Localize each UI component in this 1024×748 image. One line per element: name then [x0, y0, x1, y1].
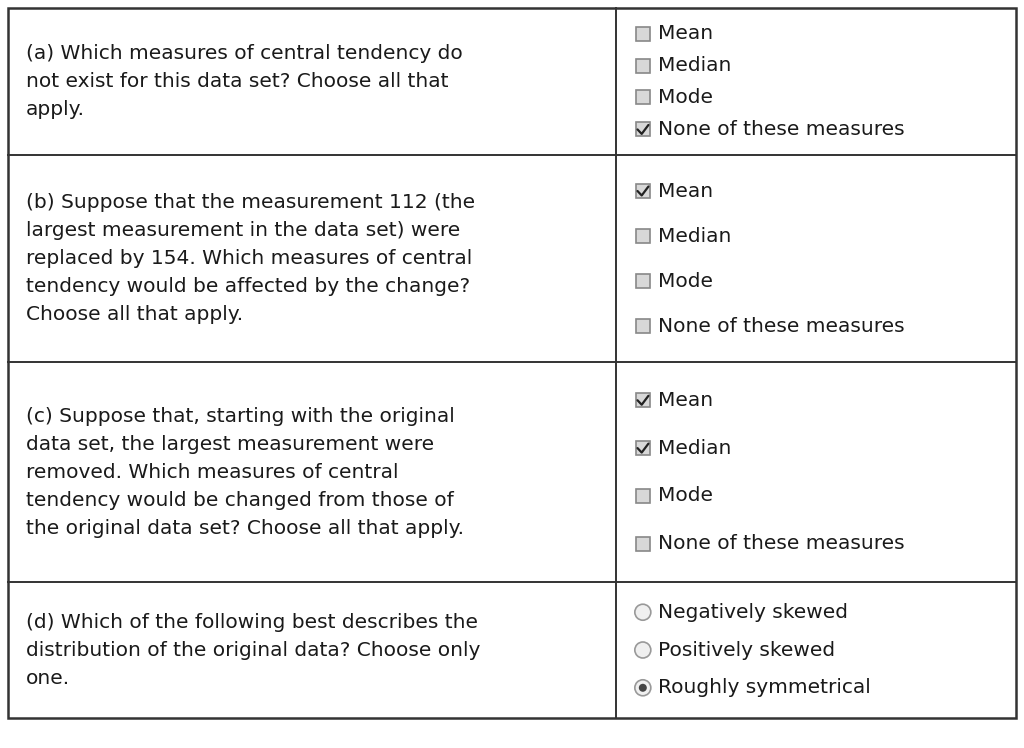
Bar — [636, 91, 650, 105]
Text: None of these measures: None of these measures — [657, 120, 904, 139]
Text: Mode: Mode — [657, 486, 713, 506]
Circle shape — [635, 680, 651, 696]
Bar — [636, 123, 650, 136]
Circle shape — [639, 684, 647, 692]
Bar — [636, 441, 650, 455]
Text: Mode: Mode — [657, 88, 713, 107]
Text: Negatively skewed: Negatively skewed — [657, 603, 848, 622]
Bar — [636, 184, 650, 198]
Bar — [636, 537, 650, 551]
Text: (a) Which measures of central tendency do
not exist for this data set? Choose al: (a) Which measures of central tendency d… — [26, 44, 463, 119]
Text: (d) Which of the following best describes the
distribution of the original data?: (d) Which of the following best describe… — [26, 613, 480, 687]
Bar — [636, 489, 650, 503]
Bar — [636, 229, 650, 243]
Circle shape — [635, 604, 651, 620]
Text: Mean: Mean — [657, 390, 713, 410]
Text: Median: Median — [657, 56, 731, 75]
Bar — [636, 393, 650, 407]
Text: Roughly symmetrical: Roughly symmetrical — [657, 678, 870, 697]
Text: Mean: Mean — [657, 182, 713, 200]
Text: Median: Median — [657, 227, 731, 245]
Text: Positively skewed: Positively skewed — [657, 640, 835, 660]
Text: Mode: Mode — [657, 272, 713, 290]
Text: None of these measures: None of these measures — [657, 534, 904, 554]
Bar — [636, 27, 650, 40]
Bar — [636, 274, 650, 288]
Text: None of these measures: None of these measures — [657, 316, 904, 336]
Bar — [636, 319, 650, 333]
Text: Mean: Mean — [657, 24, 713, 43]
Bar — [636, 58, 650, 73]
Text: Median: Median — [657, 438, 731, 458]
Text: (c) Suppose that, starting with the original
data set, the largest measurement w: (c) Suppose that, starting with the orig… — [26, 406, 464, 538]
Circle shape — [635, 642, 651, 658]
Text: (b) Suppose that the measurement 112 (the
largest measurement in the data set) w: (b) Suppose that the measurement 112 (th… — [26, 193, 475, 324]
